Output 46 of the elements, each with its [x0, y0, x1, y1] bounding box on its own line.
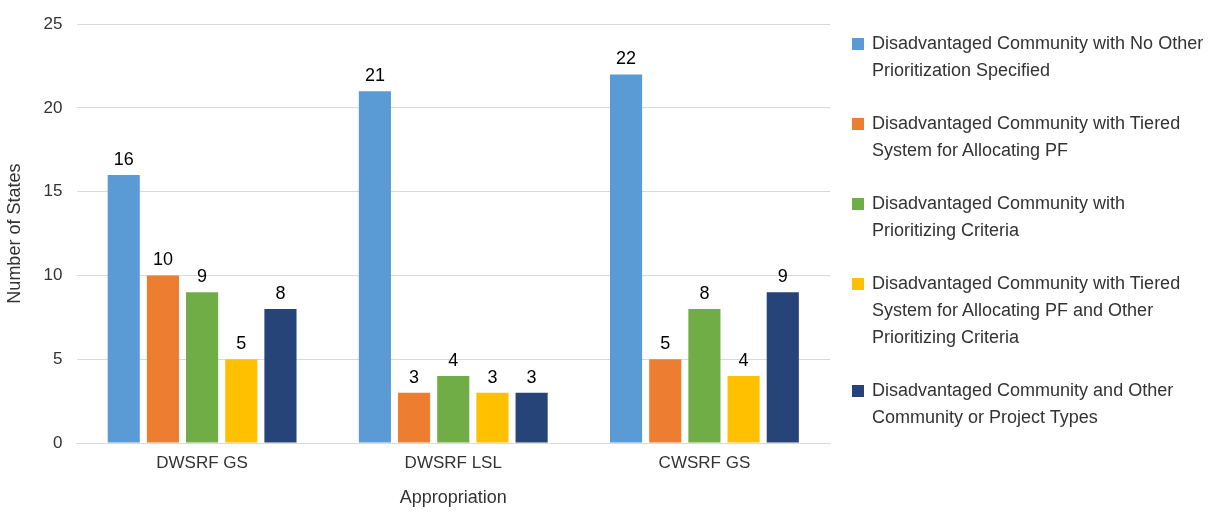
- bar: [766, 292, 799, 443]
- x-tick-label: DWSRF LSL: [404, 452, 502, 472]
- y-tick-label: 0: [53, 432, 63, 452]
- bar: [515, 392, 548, 443]
- legend-label: Disadvantaged Community with Tiered System for Allocating PF: [872, 112, 1182, 162]
- data-label: 5: [660, 333, 671, 354]
- bar: [688, 308, 721, 443]
- data-label: 8: [699, 282, 710, 303]
- data-label: 10: [152, 249, 173, 270]
- bar: [398, 392, 431, 443]
- x-tick-label: DWSRF GS: [156, 452, 248, 472]
- y-tick-label: 5: [53, 348, 63, 368]
- y-tick-label: 10: [43, 265, 63, 285]
- bar: [264, 308, 297, 443]
- bar: [107, 174, 140, 443]
- y-axis-title: Number of States: [3, 163, 24, 304]
- bar: [476, 392, 509, 443]
- y-tick-label: 15: [43, 181, 63, 201]
- data-label: 5: [236, 333, 247, 354]
- legend-label: Disadvantaged Community with Prioritizing Criteria: [872, 192, 1127, 242]
- legend-label: Disadvantaged Community with No Other Prioritization Specified: [872, 32, 1205, 82]
- x-axis-title: Appropriation: [399, 487, 507, 508]
- data-label: 8: [275, 282, 286, 303]
- y-tick-label: 20: [43, 97, 63, 117]
- data-label: 3: [409, 366, 420, 387]
- data-label: 4: [448, 349, 459, 370]
- bar: [225, 359, 258, 443]
- bar: [727, 375, 760, 443]
- legend-label: Disadvantaged Community with Tiered System for Allocating PF and Other Prioritizing Criteria: [872, 272, 1182, 349]
- data-label: 9: [197, 266, 208, 287]
- bar: [146, 275, 179, 443]
- legend-label: Disadvantaged Community and Other Community or Project Types: [872, 379, 1175, 429]
- bar: [609, 74, 643, 443]
- data-label: 22: [616, 48, 637, 69]
- x-tick-label: CWSRF GS: [658, 452, 751, 472]
- data-label: 9: [777, 266, 788, 287]
- bar: [437, 375, 470, 443]
- data-label: 4: [738, 349, 749, 370]
- bar: [358, 91, 391, 443]
- data-label: 21: [364, 65, 385, 86]
- data-label: 3: [526, 366, 537, 387]
- data-label: 16: [113, 148, 134, 169]
- y-tick-label: 25: [43, 13, 63, 33]
- bar: [186, 292, 219, 443]
- data-label: 3: [487, 366, 498, 387]
- bar: [649, 359, 682, 443]
